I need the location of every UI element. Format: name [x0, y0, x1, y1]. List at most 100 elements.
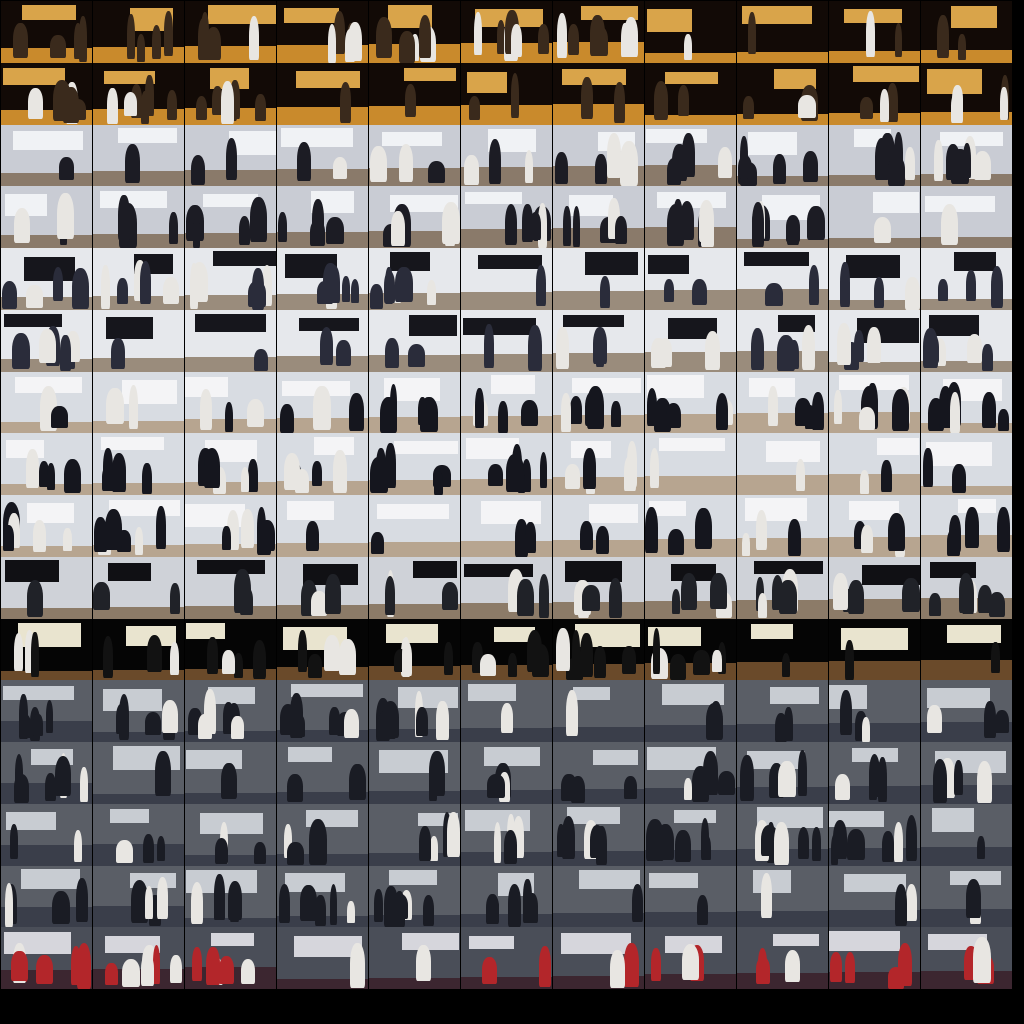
- photo-thumbnail: [1, 556, 92, 619]
- scene-floor: [553, 290, 644, 310]
- person-figure: [290, 693, 304, 738]
- person-figure: [624, 943, 639, 988]
- scene-backdrop: [5, 440, 45, 458]
- person-figure: [287, 774, 303, 802]
- person-figure: [940, 203, 959, 246]
- photo-thumbnail: [921, 495, 1012, 557]
- person-figure: [787, 216, 800, 245]
- person-figure: [672, 589, 681, 615]
- person-figure: [718, 770, 736, 795]
- photo-thumbnail: [829, 248, 920, 310]
- scene-backdrop: [648, 501, 686, 516]
- person-figure: [161, 700, 178, 733]
- person-figure: [222, 525, 231, 550]
- person-figure: [38, 328, 56, 364]
- person-figure: [521, 459, 532, 492]
- person-figure: [26, 285, 43, 308]
- person-figure: [404, 84, 416, 117]
- scene-backdrop: [5, 812, 57, 831]
- photo-thumbnail: [277, 309, 368, 372]
- person-figure: [385, 337, 399, 368]
- photo-thumbnail: [369, 248, 460, 310]
- person-figure: [105, 508, 123, 550]
- person-figure: [389, 383, 398, 425]
- person-figure: [430, 835, 439, 861]
- person-figure: [225, 138, 237, 181]
- scene-floor: [1, 172, 92, 187]
- scene-floor: [277, 107, 368, 125]
- scene-backdrop: [646, 375, 705, 398]
- scene-backdrop: [751, 624, 793, 639]
- scene-floor: [921, 361, 1012, 372]
- photo-thumbnail: [369, 865, 460, 928]
- person-figure: [566, 689, 579, 737]
- person-figure: [681, 944, 700, 980]
- person-figure: [517, 578, 534, 617]
- photo-thumbnail: [829, 124, 920, 187]
- person-figure: [507, 883, 522, 927]
- scene-floor: [461, 540, 552, 557]
- photo-thumbnail: [185, 495, 276, 557]
- person-figure: [484, 323, 494, 368]
- scene-backdrop: [208, 686, 256, 704]
- person-figure: [14, 753, 24, 796]
- scene-backdrop: [931, 807, 975, 833]
- scene-backdrop: [769, 687, 820, 704]
- person-figure: [407, 344, 426, 367]
- scene-backdrop: [194, 314, 267, 332]
- scene-backdrop: [774, 69, 816, 90]
- photo-thumbnail: [737, 495, 828, 557]
- photo-thumbnail: [185, 680, 276, 742]
- person-figure: [966, 878, 982, 919]
- photo-thumbnail: [921, 248, 1012, 310]
- person-figure: [169, 583, 180, 614]
- person-figure: [585, 390, 602, 426]
- person-figure: [333, 10, 345, 54]
- person-figure: [308, 819, 327, 866]
- scene-backdrop: [469, 936, 514, 950]
- scene-backdrop: [288, 746, 333, 762]
- scene-floor: [737, 973, 828, 989]
- photo-thumbnail: [277, 248, 368, 310]
- scene-backdrop: [877, 438, 920, 455]
- person-figure: [469, 95, 481, 120]
- scene-backdrop: [561, 933, 631, 955]
- person-figure: [416, 706, 428, 737]
- photo-thumbnail: [829, 433, 920, 495]
- person-figure: [678, 84, 690, 117]
- person-figure: [887, 512, 906, 552]
- person-figure: [794, 397, 812, 425]
- scene-backdrop: [118, 128, 177, 144]
- photo-thumbnail: [277, 742, 368, 804]
- person-figure: [887, 82, 899, 122]
- person-figure: [156, 835, 165, 862]
- scene-backdrop: [480, 500, 542, 524]
- scene-backdrop: [924, 195, 996, 212]
- person-figure: [801, 324, 816, 370]
- person-figure: [755, 510, 768, 551]
- scene-backdrop: [284, 872, 345, 893]
- person-figure: [329, 884, 338, 926]
- photo-thumbnail: [1, 433, 92, 495]
- scene-backdrop: [107, 563, 151, 581]
- person-figure: [561, 816, 576, 860]
- person-figure: [145, 75, 154, 116]
- person-figure: [978, 584, 993, 613]
- person-figure: [254, 349, 268, 372]
- person-figure: [106, 388, 124, 425]
- scene-backdrop: [228, 131, 276, 155]
- person-figure: [107, 88, 118, 125]
- person-figure: [32, 520, 46, 552]
- scene-floor: [645, 115, 736, 125]
- scene-backdrop: [648, 873, 699, 889]
- scene-floor: [921, 423, 1012, 434]
- scene-backdrop: [466, 71, 508, 93]
- person-figure: [350, 943, 366, 988]
- person-figure: [370, 146, 388, 183]
- person-figure: [684, 777, 693, 800]
- person-figure: [692, 765, 709, 803]
- person-figure: [192, 946, 203, 982]
- photo-thumbnail: [277, 495, 368, 557]
- person-figure: [562, 205, 571, 246]
- person-figure: [664, 278, 675, 302]
